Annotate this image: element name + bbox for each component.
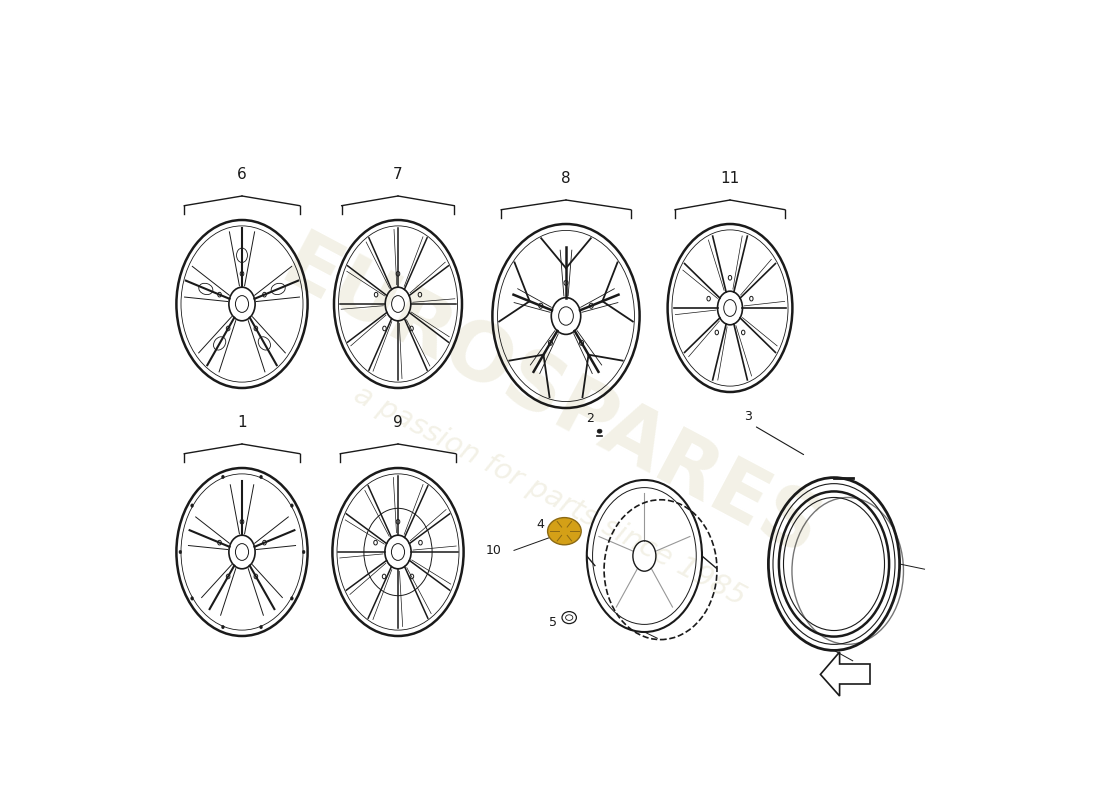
Ellipse shape	[597, 429, 602, 434]
Text: 7: 7	[393, 166, 403, 182]
Ellipse shape	[290, 597, 294, 600]
Text: 6: 6	[238, 166, 246, 182]
Ellipse shape	[179, 550, 182, 554]
Ellipse shape	[548, 518, 581, 545]
Ellipse shape	[221, 626, 224, 629]
Text: EUROSPARES: EUROSPARES	[268, 226, 832, 574]
Text: 8: 8	[561, 170, 571, 186]
Ellipse shape	[221, 475, 224, 478]
Text: 10: 10	[486, 544, 502, 557]
Ellipse shape	[260, 626, 263, 629]
Text: 9: 9	[393, 414, 403, 430]
Text: 1: 1	[238, 414, 246, 430]
Ellipse shape	[190, 504, 194, 507]
Text: 4: 4	[537, 518, 544, 531]
Ellipse shape	[260, 475, 263, 478]
Text: 2: 2	[586, 411, 594, 425]
Text: a passion for parts since 1985: a passion for parts since 1985	[349, 380, 751, 612]
Ellipse shape	[302, 550, 305, 554]
Ellipse shape	[190, 597, 194, 600]
Text: 3: 3	[745, 410, 752, 423]
Text: 11: 11	[720, 170, 739, 186]
Ellipse shape	[290, 504, 294, 507]
Text: 5: 5	[549, 616, 558, 629]
